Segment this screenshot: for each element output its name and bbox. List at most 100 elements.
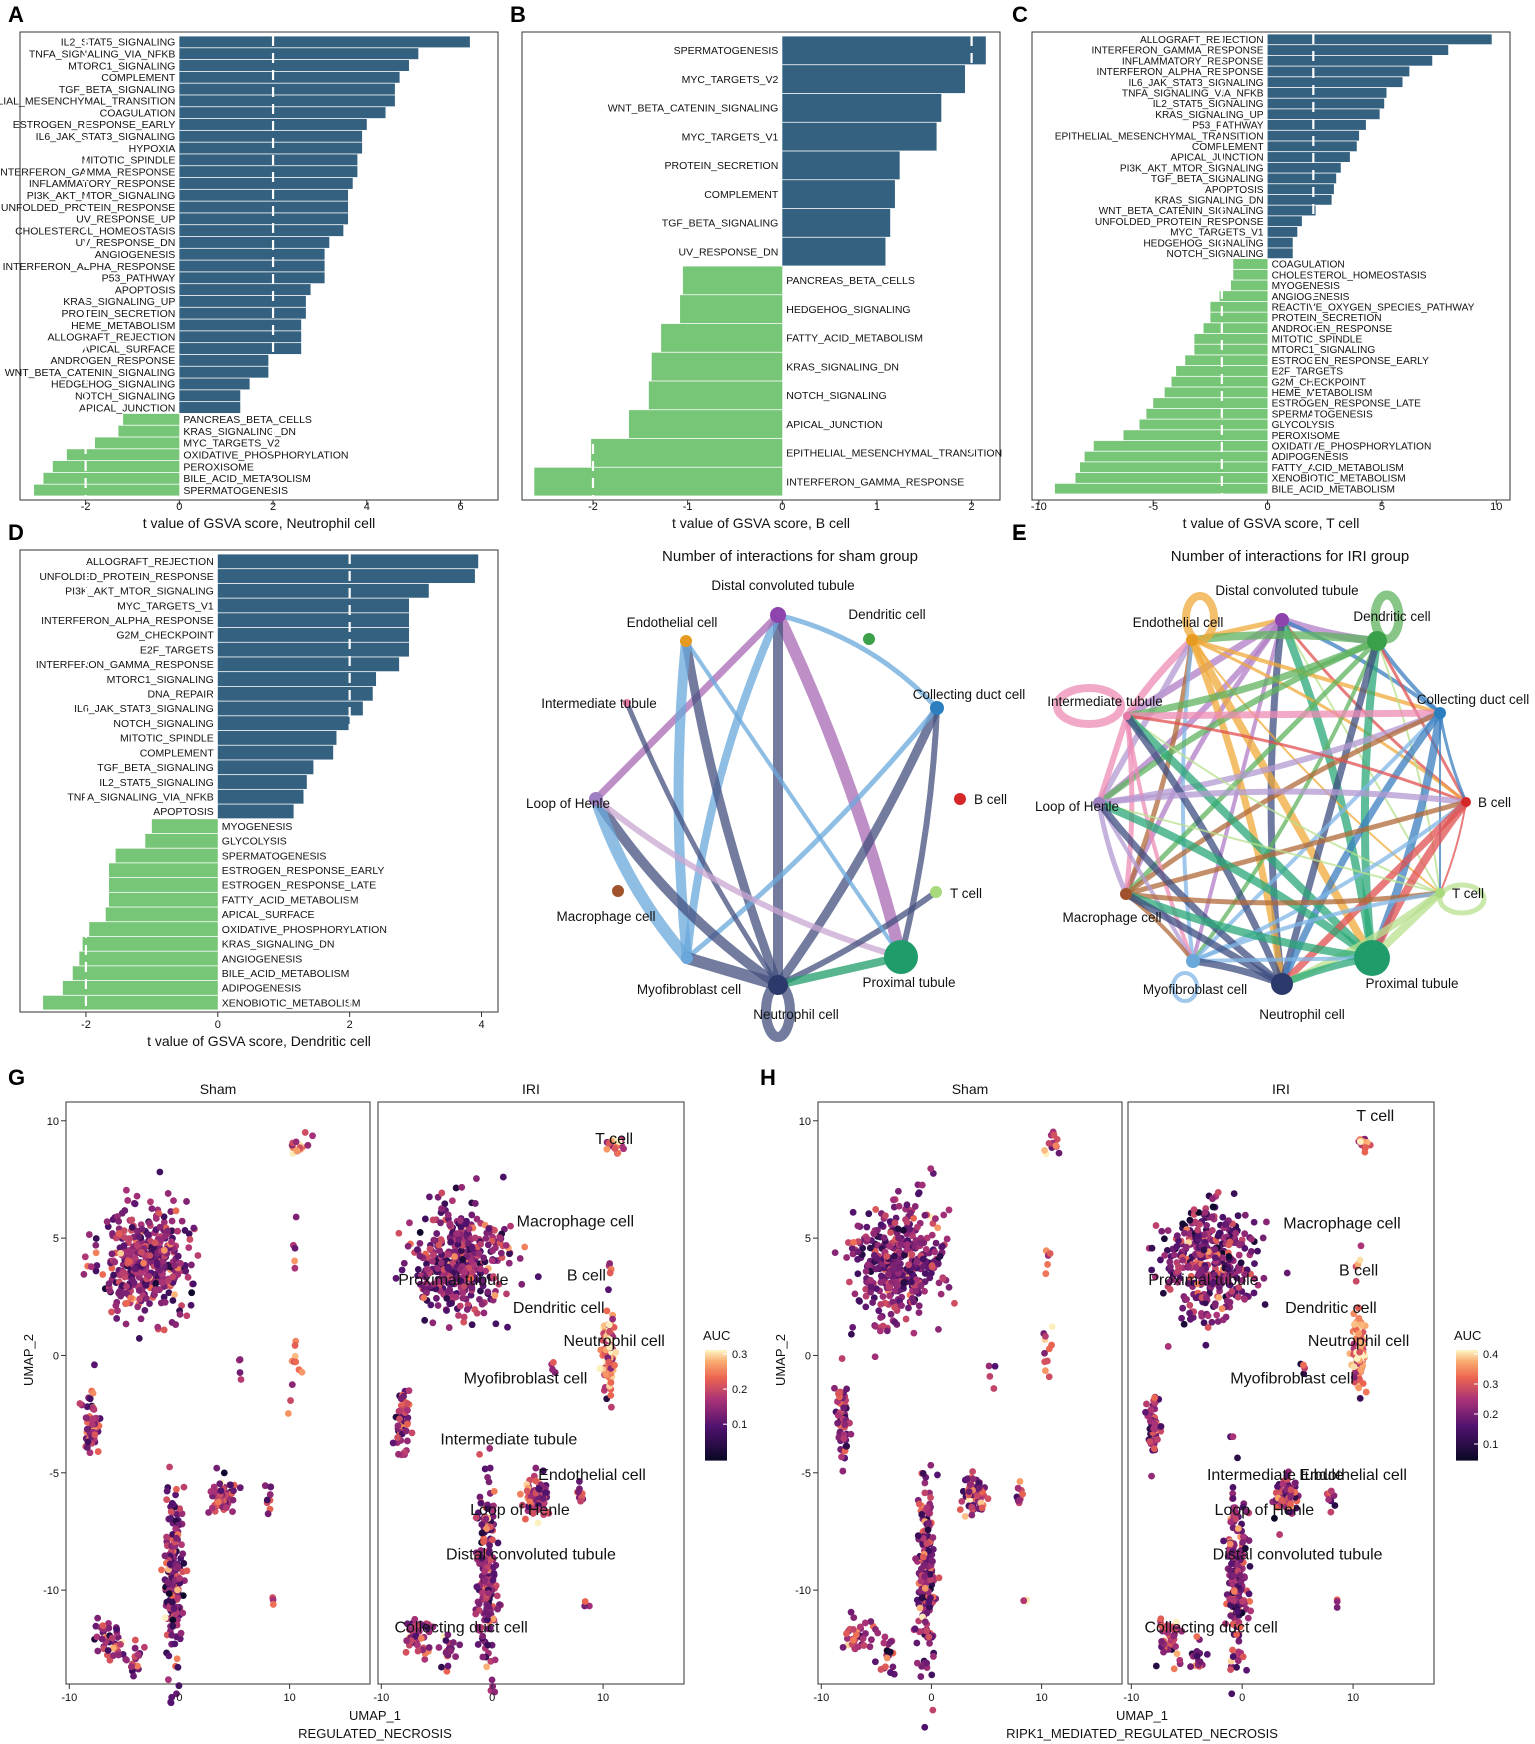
cell-point [1164, 1343, 1172, 1350]
bar [1153, 398, 1268, 409]
cell-point [459, 1294, 467, 1302]
legend-swatch [1456, 1448, 1478, 1451]
bar-label: ESTROGEN_RESPONSE_EARLY [222, 865, 385, 877]
cell-point [227, 1481, 234, 1489]
cell-point [423, 1265, 431, 1273]
x-tick-label: 0 [489, 1692, 495, 1704]
cell-point [1016, 1478, 1024, 1485]
cell-point [397, 1395, 405, 1403]
bar-label: HEDGEHOG_SIGNALING [786, 304, 910, 316]
y-tick-label: 10 [47, 1116, 59, 1128]
cell-point [907, 1209, 915, 1217]
bar-label: KRAS_SIGNALING_DN [222, 939, 335, 951]
cell-point [611, 1361, 618, 1369]
cell-point [92, 1241, 100, 1249]
bar-label: PEROXISOME [183, 461, 254, 473]
cell-point [532, 1477, 539, 1485]
cell-point [847, 1608, 855, 1616]
cell-point [887, 1229, 895, 1236]
cell-point [932, 1239, 940, 1247]
bar-label: ANDROGEN_RESPONSE [50, 355, 175, 367]
bar-label: TGF_BETA_SIGNALING [662, 218, 779, 230]
cell-point [1355, 1330, 1363, 1338]
cell-point [135, 1335, 143, 1342]
node-label: Macrophage cell [556, 909, 655, 924]
bar [1267, 98, 1385, 109]
cell-point [872, 1265, 880, 1273]
cell-point [1218, 1305, 1226, 1313]
bar-label: NOTCH_SIGNALING [1166, 249, 1263, 260]
cell-point [1164, 1227, 1172, 1234]
bar-label: PI3K_AKT_MTOR_SIGNALING [27, 190, 176, 202]
bar [217, 642, 409, 657]
cell-point [894, 1187, 902, 1195]
cell-point [124, 1197, 132, 1204]
x-axis-title: UMAP_1 [1116, 1708, 1168, 1723]
cell-point [1239, 1503, 1247, 1511]
bar-label: MTORC1_SIGNALING [1272, 345, 1376, 356]
self-loop [1370, 590, 1404, 644]
bar-label: WNT_BETA_CATENIN_SIGNALING [1099, 206, 1264, 217]
cell-point [872, 1206, 880, 1213]
legend-swatch [1456, 1402, 1478, 1405]
cell-point [1208, 1226, 1216, 1234]
cell-point [292, 1358, 300, 1366]
cell-point [605, 1358, 613, 1366]
cell-point [913, 1223, 921, 1231]
plot-frame [19, 549, 499, 1013]
bar-label: TNFA_SIGNALING_VIA_NFKB [1122, 88, 1264, 99]
panel-letter: F [1012, 520, 1025, 545]
cell-point [291, 1342, 299, 1349]
cell-point [487, 1555, 495, 1563]
cell-point [866, 1244, 874, 1252]
cell-point [605, 1286, 612, 1294]
cell-point [1233, 1549, 1241, 1557]
bar-label: PROTEIN_SECRETION [1272, 313, 1382, 324]
cell-point [1194, 1226, 1202, 1234]
cell-point [849, 1636, 857, 1644]
node [612, 885, 624, 897]
cell-point [459, 1289, 467, 1297]
cell-point [891, 1287, 899, 1295]
cell-point [178, 1541, 185, 1549]
legend-swatch [705, 1392, 727, 1395]
cell-point [179, 1592, 187, 1600]
cell-point [481, 1567, 489, 1575]
cell-point [183, 1198, 190, 1205]
cell-point [433, 1230, 441, 1237]
cell-point [446, 1273, 454, 1281]
cell-point [486, 1541, 494, 1549]
cell-point [544, 1508, 552, 1516]
interaction-edge [772, 609, 907, 963]
cell-point [1224, 1265, 1232, 1273]
cell-point [843, 1254, 851, 1261]
cell-point [864, 1261, 872, 1269]
cell-point [172, 1525, 180, 1533]
cell-point [927, 1576, 934, 1584]
cluster-label: Neutrophil cell [1308, 1333, 1409, 1350]
bar-label: OXIDATIVE_PHOSPHORYLATION [222, 924, 387, 936]
node [1093, 797, 1105, 809]
cell-point [607, 1403, 615, 1411]
cell-point [1042, 1332, 1049, 1340]
node-label: Loop of Henle [1035, 799, 1119, 814]
cell-point [877, 1272, 885, 1280]
cell-point [1225, 1252, 1233, 1260]
cell-point [452, 1184, 460, 1192]
bar-label: APOPTOSIS [153, 806, 214, 818]
interaction-edge [1278, 637, 1381, 988]
cell-point [105, 1624, 113, 1632]
cell-point [484, 1641, 492, 1649]
bar [62, 980, 218, 995]
cluster-label: Endothelial cell [1299, 1467, 1407, 1484]
cell-point [1048, 1341, 1055, 1349]
cell-point [1300, 1370, 1308, 1378]
cell-point [927, 1494, 934, 1502]
cell-point [1184, 1263, 1192, 1270]
cluster-label: Dendritic cell [513, 1300, 605, 1317]
cell-point [852, 1631, 860, 1639]
bar [1210, 301, 1268, 312]
bar-label: ANGIOGENESIS [95, 249, 176, 261]
bar [1093, 440, 1268, 451]
